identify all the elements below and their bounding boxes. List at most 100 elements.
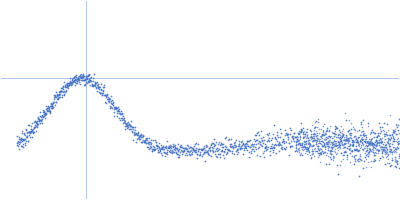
- Point: [84, 75, 90, 78]
- Point: [349, 139, 356, 142]
- Point: [124, 126, 130, 129]
- Point: [371, 144, 377, 147]
- Point: [279, 141, 286, 144]
- Point: [312, 121, 318, 124]
- Point: [50, 106, 57, 109]
- Point: [312, 142, 319, 145]
- Point: [363, 143, 369, 146]
- Point: [134, 136, 141, 139]
- Point: [269, 142, 276, 146]
- Point: [342, 142, 348, 146]
- Point: [318, 153, 324, 156]
- Point: [363, 153, 370, 157]
- Point: [164, 139, 171, 142]
- Point: [134, 134, 140, 137]
- Point: [298, 127, 304, 131]
- Point: [351, 148, 357, 151]
- Point: [335, 136, 342, 139]
- Point: [46, 109, 52, 112]
- Point: [168, 148, 175, 151]
- Point: [92, 86, 99, 89]
- Point: [305, 142, 311, 146]
- Point: [25, 139, 31, 143]
- Point: [373, 149, 380, 152]
- Point: [226, 138, 232, 141]
- Point: [206, 146, 212, 150]
- Point: [312, 150, 318, 153]
- Point: [187, 145, 194, 148]
- Point: [71, 80, 78, 83]
- Point: [384, 154, 390, 157]
- Point: [294, 143, 301, 146]
- Point: [222, 136, 228, 139]
- Point: [78, 76, 85, 79]
- Point: [64, 85, 70, 88]
- Point: [331, 143, 337, 146]
- Point: [93, 87, 99, 90]
- Point: [246, 139, 252, 142]
- Point: [306, 145, 313, 148]
- Point: [359, 147, 365, 150]
- Point: [388, 150, 394, 153]
- Point: [321, 142, 327, 145]
- Point: [320, 133, 326, 137]
- Point: [382, 133, 388, 136]
- Point: [193, 146, 199, 149]
- Point: [314, 131, 320, 134]
- Point: [27, 135, 34, 138]
- Point: [314, 133, 320, 137]
- Point: [220, 145, 226, 148]
- Point: [312, 138, 318, 141]
- Point: [62, 82, 69, 86]
- Point: [101, 86, 108, 89]
- Point: [133, 131, 140, 134]
- Point: [343, 135, 350, 138]
- Point: [368, 137, 374, 141]
- Point: [394, 138, 400, 141]
- Point: [389, 152, 395, 156]
- Point: [161, 150, 168, 153]
- Point: [316, 152, 322, 155]
- Point: [156, 141, 162, 145]
- Point: [85, 81, 91, 84]
- Point: [86, 79, 93, 82]
- Point: [301, 136, 307, 139]
- Point: [164, 146, 171, 150]
- Point: [111, 108, 117, 111]
- Point: [138, 133, 145, 136]
- Point: [381, 133, 387, 136]
- Point: [238, 140, 245, 143]
- Point: [166, 146, 172, 149]
- Point: [266, 150, 273, 153]
- Point: [172, 145, 179, 148]
- Point: [342, 139, 349, 142]
- Point: [232, 144, 238, 147]
- Point: [342, 150, 348, 153]
- Point: [175, 153, 181, 156]
- Point: [212, 149, 218, 152]
- Point: [143, 142, 150, 145]
- Point: [318, 136, 325, 139]
- Point: [327, 139, 334, 142]
- Point: [334, 136, 340, 139]
- Point: [82, 79, 88, 82]
- Point: [127, 127, 134, 130]
- Point: [360, 142, 366, 146]
- Point: [359, 130, 366, 133]
- Point: [318, 148, 324, 151]
- Point: [314, 137, 321, 140]
- Point: [29, 128, 35, 132]
- Point: [309, 124, 315, 127]
- Point: [39, 110, 46, 113]
- Point: [393, 124, 399, 127]
- Point: [344, 136, 350, 140]
- Point: [188, 152, 194, 156]
- Point: [184, 144, 190, 147]
- Point: [109, 98, 115, 102]
- Point: [99, 93, 106, 96]
- Point: [319, 144, 325, 147]
- Point: [368, 142, 375, 145]
- Point: [142, 140, 148, 143]
- Point: [350, 141, 356, 144]
- Point: [55, 97, 61, 100]
